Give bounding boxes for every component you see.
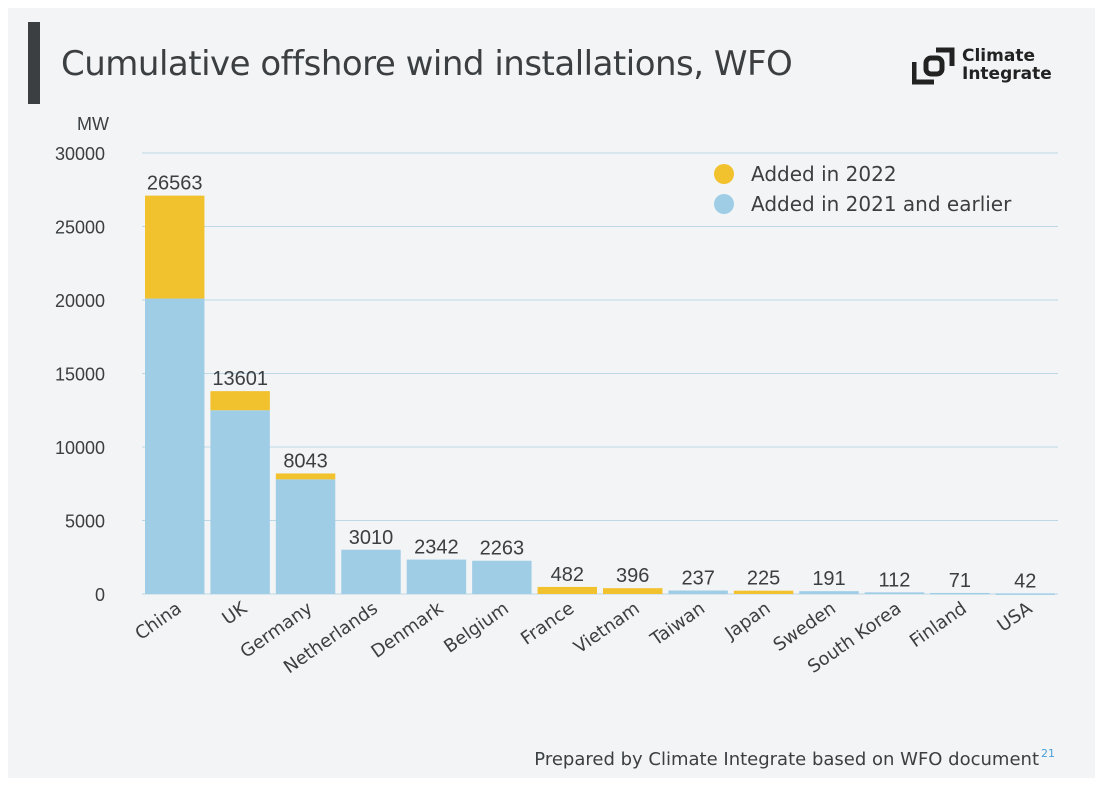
category-label: Belgium: [440, 598, 512, 658]
bars: [145, 195, 1055, 595]
bar-vietnam-2022: [603, 588, 663, 594]
value-label: 191: [812, 568, 845, 590]
bar-uk-2022: [210, 391, 270, 411]
legend: Added in 2022 Added in 2021 and earlier: [714, 162, 1012, 216]
value-label: 2342: [414, 537, 459, 559]
bar-denmark-earlier: [406, 559, 467, 594]
bar-china-2022: [145, 195, 205, 299]
y-tick-label: 10000: [55, 438, 105, 458]
y-tick-label: 30000: [55, 144, 105, 164]
y-tick-label: 0: [95, 585, 105, 605]
bar-taiwan-earlier: [668, 590, 728, 594]
logo-mark-icon: [911, 47, 955, 85]
legend-swatch-icon: [714, 164, 734, 184]
y-tick-label: 25000: [55, 218, 105, 238]
value-label: 26563: [147, 173, 203, 195]
category-label: Japan: [720, 598, 774, 645]
category-label: Vietnam: [570, 598, 644, 658]
y-tick-label: 5000: [65, 512, 105, 532]
value-label: 8043: [283, 450, 328, 472]
legend-swatch-icon: [714, 194, 734, 214]
page-title: Cumulative offshore wind installations, …: [61, 44, 793, 84]
logo-line-1: Climate: [962, 46, 1035, 66]
bar-sweden-earlier: [799, 591, 859, 594]
category-label: UK: [218, 597, 251, 629]
logo-wordmark: Climate Integrate: [962, 47, 1052, 83]
value-label: 112: [878, 569, 910, 591]
value-label: 13601: [212, 368, 268, 390]
category-label: Finland: [906, 598, 971, 652]
y-tick-label: 20000: [55, 291, 105, 311]
legend-entry: Added in 2021 and earlier: [751, 192, 1012, 216]
category-label: Taiwan: [646, 598, 709, 651]
bar-uk-earlier: [210, 410, 270, 594]
bar-netherlands-earlier: [341, 549, 401, 594]
source-reference: 21: [1041, 747, 1055, 760]
y-tick-label: 15000: [55, 365, 105, 385]
category-label: USA: [994, 598, 1037, 637]
value-label: 71: [949, 570, 971, 592]
logo-line-2: Integrate: [962, 64, 1052, 84]
y-axis: 0 5000 10000 15000 20000 25000 30000 MW: [55, 114, 109, 605]
value-label: 482: [551, 564, 584, 586]
bar-germany-earlier: [275, 479, 336, 594]
bar-france-2022: [537, 586, 597, 594]
bar-chart: 0 5000 10000 15000 20000 25000 30000 MW 26563 13…: [55, 114, 1058, 678]
title-accent-bar: [28, 22, 40, 104]
value-label: 237: [681, 568, 714, 590]
bar-belgium-earlier: [472, 560, 532, 594]
value-label: 2263: [480, 538, 525, 560]
y-axis-label: MW: [77, 114, 109, 134]
legend-entry: Added in 2022: [751, 162, 897, 186]
bar-japan-2022: [733, 590, 794, 594]
value-label: 396: [616, 565, 649, 587]
slide: Cumulative offshore wind installations, …: [8, 8, 1095, 778]
bar-finland-earlier: [930, 592, 990, 595]
bar-germany-2022: [275, 473, 336, 480]
category-label: Denmark: [367, 598, 447, 663]
bar-usa-earlier: [995, 593, 1055, 595]
category-label: China: [131, 598, 185, 645]
bar-south-korea-earlier: [864, 592, 925, 594]
bar-china-earlier: [145, 298, 205, 594]
value-label: 3010: [349, 527, 394, 549]
category-label: France: [517, 598, 578, 650]
value-label: 42: [1014, 570, 1036, 592]
source-note: Prepared by Climate Integrate based on W…: [534, 747, 1055, 770]
value-label: 225: [747, 568, 780, 590]
value-labels: 26563 13601 8043 3010 2342 2263 482 396 237 225 19…: [147, 173, 1037, 593]
climate-integrate-logo: Climate Integrate: [911, 46, 1082, 90]
source-text: Prepared by Climate Integrate based on W…: [534, 749, 1039, 770]
